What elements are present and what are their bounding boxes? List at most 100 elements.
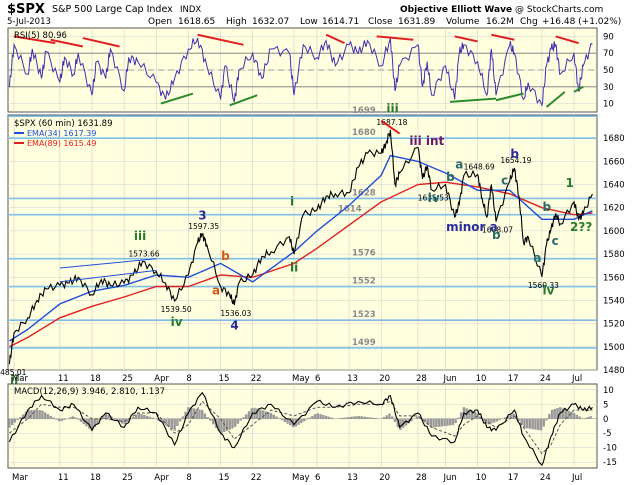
rsi-bearish-divergence-6 [454,35,478,43]
macd-hist-bar [236,418,240,424]
macd-hist-bar [360,416,364,420]
macd-hist-bar [55,418,58,420]
macd-hist-bar [68,417,72,420]
macd-hist-bar [335,418,339,420]
macd-hist-bar [286,418,289,424]
macd-hist-bar [13,418,17,423]
macd-hist-bar [509,414,512,420]
wave-label: b [510,147,519,161]
macd-x-tick-label: 24 [540,473,551,483]
low-label: Low [300,17,318,27]
macd-hist-bar [490,418,493,424]
macd-hist-bar [132,416,135,420]
macd-hist-bar [60,418,63,422]
macd-hist-bar [212,418,215,425]
macd-hist-bar [101,416,105,420]
price-y-tick-label: 1660 [603,157,625,167]
macd-hist-bar [531,418,534,430]
wave-label: 1 [565,176,573,190]
fib-label-1628: 1628 [352,188,376,198]
macd-hist-bar [140,414,143,420]
macd-x-tick-label: 25 [122,473,133,483]
chg-label: Chg [520,17,538,27]
macd-hist-bar [129,418,132,420]
price-x-tick-label: 11 [58,374,69,384]
rsi-bearish-divergence-1 [50,38,84,48]
macd-legend: MACD(12,26,9) 3.946, 2.810, 1.137 [14,387,165,397]
high-value: 1632.07 [252,17,289,27]
macd-hist-bar [388,413,391,420]
macd-hist-bar [446,418,449,426]
macd-hist-bar [264,411,267,420]
macd-hist-bar [297,418,300,425]
macd-x-tick-label: 11 [58,473,69,483]
macd-hist-bar [203,413,207,420]
macd-hist-bar [515,415,518,420]
close-label: Close [368,17,393,27]
price-x-tick-label: Jul [571,374,582,384]
macd-hist-bar [578,416,581,420]
macd-hist-bar [220,418,223,434]
fib-label-1576: 1576 [352,249,376,259]
macd-hist-bar [49,415,52,420]
macd-hist-bar [481,418,485,421]
macd-hist-bar [352,416,355,420]
macd-hist-bar [349,416,353,420]
macd-hist-bar [553,408,556,420]
price-x-tick-label: 8 [186,374,191,384]
macd-hist-bar [377,418,380,420]
macd-hist-bar [289,418,292,426]
macd-hist-bar [346,417,350,420]
macd-hist-bar [589,416,592,420]
wave-label: i [290,194,294,208]
macd-hist-bar [79,418,83,422]
wave-label: iii [134,229,146,243]
macd-hist-bar [517,418,521,421]
macd-hist-bar [112,418,116,420]
macd-hist-bar [567,410,570,420]
macd-hist-bar [327,416,331,420]
rsi-y-tick-label: 10 [603,100,614,110]
macd-hist-bar [223,418,226,432]
macd-hist-bar [542,418,545,427]
macd-hist-bar [280,418,284,421]
macd-hist-bar [503,417,507,420]
price-line [8,129,593,365]
macd-x-tick-label: 17 [508,473,519,483]
macd-x-axis: Mar 11 18 25 Apr 8 15 22 May 6 13 20 28 Jun 10 17 24 Jul [12,473,582,483]
chart-ticker: $SPX [7,2,45,17]
macd-hist-bar [63,418,66,421]
macd-hist-bar [77,418,80,420]
macd-panel: -15 -10 -5 0 5 10 MACD(12,26,9) 3.946, 2.810,… [7,383,617,469]
macd-x-tick-label: 6 [315,473,320,483]
macd-hist-bar [57,418,61,422]
macd-hist-bar [52,417,55,420]
macd-hist-bar [38,410,41,420]
macd-hist-bar [473,411,477,420]
macd-hist-bar [363,416,366,420]
macd-hist-bar [550,409,554,420]
macd-hist-bar [154,418,157,420]
macd-hist-bar [159,418,163,422]
price-trendline-upper [59,258,157,269]
price-y-tick-label: 1480 [603,366,625,376]
price-data-label: 1539.50 [161,305,192,314]
macd-hist-bar [32,410,36,420]
macd-hist-bar [71,416,74,420]
macd-hist-bar [564,409,567,420]
wave-label: iii int [409,134,444,148]
macd-hist-bar [8,418,11,428]
macd-hist-bar [448,418,452,426]
macd-hist-bar [451,418,455,426]
ema34-line [9,154,593,342]
price-x-tick-label: 6 [315,374,320,384]
macd-hist-bar [495,418,499,422]
macd-hist-bar [74,417,77,420]
price-y-tick-label: 1620 [603,204,625,214]
volume-label: Volume [446,17,480,27]
macd-hist-bar [366,417,369,420]
rsi-bearish-divergence-7 [491,33,515,41]
macd-y-tick-label: 5 [603,400,608,410]
macd-hist-bar [126,418,130,422]
